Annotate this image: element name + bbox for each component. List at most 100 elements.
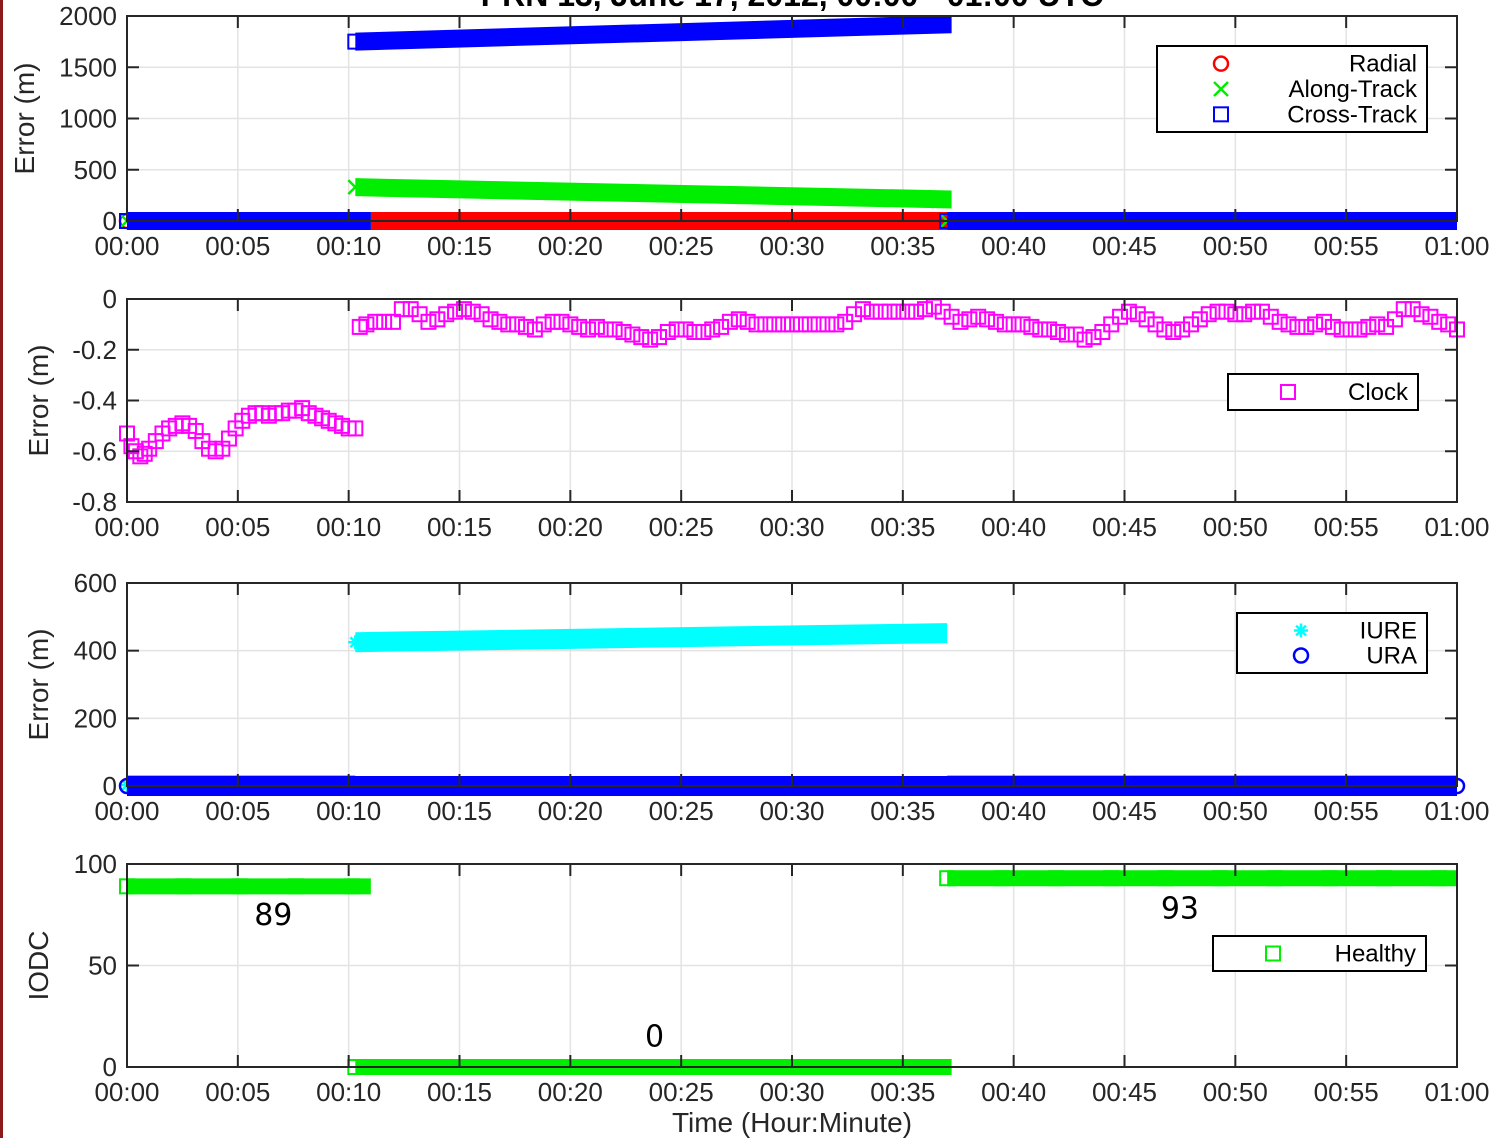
data-point xyxy=(784,316,800,333)
x-tick-label: 00:35 xyxy=(870,796,935,826)
data-annotation: 93 xyxy=(1161,892,1199,927)
x-tick-label: 00:00 xyxy=(94,1077,159,1107)
x-tick-label: 00:25 xyxy=(649,1077,714,1107)
data-point xyxy=(1085,329,1102,346)
data-point xyxy=(553,313,570,330)
data-point xyxy=(1157,870,1174,887)
x-tick-label: 00:10 xyxy=(316,796,381,826)
data-point xyxy=(1048,870,1065,887)
data-point xyxy=(1200,306,1217,323)
data-point xyxy=(580,321,597,338)
data-point xyxy=(682,23,699,40)
data-point xyxy=(588,318,605,335)
x-tick-label: 00:25 xyxy=(649,512,714,542)
data-point xyxy=(1266,870,1283,887)
x-tick-label: 00:35 xyxy=(870,231,935,261)
data-point xyxy=(979,311,996,328)
data-point xyxy=(1067,326,1084,343)
data-point xyxy=(615,323,632,340)
data-point xyxy=(970,308,987,325)
x-tick-label: 00:45 xyxy=(1092,796,1157,826)
y-axis-title: Error (m) xyxy=(9,63,40,175)
data-point xyxy=(846,306,863,323)
data-point xyxy=(1129,306,1146,323)
data-point xyxy=(1253,303,1270,320)
data-point xyxy=(376,313,393,330)
x-tick-label: 00:15 xyxy=(427,231,492,261)
data-annotation: 0 xyxy=(645,1020,664,1055)
data-point xyxy=(518,318,534,335)
legend-box xyxy=(1212,935,1427,972)
data-point xyxy=(695,323,712,340)
data-point xyxy=(514,632,529,647)
data-point xyxy=(681,630,696,645)
data-point xyxy=(1351,321,1368,338)
data-point xyxy=(730,311,747,328)
data-point xyxy=(1271,313,1288,330)
data-point xyxy=(403,180,420,197)
data-point xyxy=(906,190,923,207)
panels: 00:00 00:05 00:10 00:15 00:20 00:25 00:30 00:35… xyxy=(9,1,1490,1107)
data-point xyxy=(748,316,765,333)
data-point xyxy=(766,316,783,333)
data-point xyxy=(1245,303,1262,320)
data-point xyxy=(1431,313,1448,330)
x-tick-label: 00:20 xyxy=(538,1077,603,1107)
y-tick-label: 50 xyxy=(88,951,117,981)
panel-4: 00:00 00:05 00:10 00:15 00:20 00:25 00:30 00:35… xyxy=(23,849,1490,1107)
x-tick-label: 01:00 xyxy=(1424,512,1489,542)
data-point xyxy=(1165,323,1182,340)
y-axis-title: IODC xyxy=(23,931,54,1001)
legend-marker xyxy=(1213,81,1229,97)
x-tick-label: 00:05 xyxy=(205,231,270,261)
y-tick-label: 1500 xyxy=(59,52,117,82)
data-point xyxy=(906,17,923,34)
x-tick-label: 01:00 xyxy=(1424,796,1489,826)
data-point xyxy=(794,20,811,37)
x-tick-label: 00:20 xyxy=(538,512,603,542)
data-point xyxy=(459,181,476,198)
data-point xyxy=(1280,316,1297,333)
data-point xyxy=(736,629,751,644)
data-point xyxy=(1440,316,1457,333)
data-point xyxy=(571,318,588,335)
y-tick-label: 0 xyxy=(103,771,117,801)
data-point xyxy=(1360,318,1377,335)
data-point xyxy=(347,179,364,196)
data-point xyxy=(1395,301,1412,318)
data-point xyxy=(535,316,552,333)
data-point xyxy=(1183,316,1199,333)
data-point xyxy=(1307,316,1324,333)
data-point xyxy=(987,313,1004,330)
data-point xyxy=(819,316,836,333)
data-point xyxy=(438,306,455,323)
y-tick-label: 1000 xyxy=(59,104,117,134)
data-point xyxy=(775,316,792,333)
x-tick-label: 00:40 xyxy=(981,512,1046,542)
x-tick-label: 00:15 xyxy=(427,796,492,826)
data-point xyxy=(1342,321,1359,338)
series-band xyxy=(355,178,952,209)
data-point xyxy=(1413,306,1430,323)
x-tick-label: 00:50 xyxy=(1203,1077,1268,1107)
data-point xyxy=(863,303,880,320)
data-point xyxy=(1023,318,1040,335)
data-point xyxy=(136,445,153,462)
x-tick-label: 00:30 xyxy=(759,512,824,542)
x-tick-label: 00:50 xyxy=(1203,231,1268,261)
legend-label: Healthy xyxy=(1335,941,1416,968)
x-tick-label: 00:20 xyxy=(538,796,603,826)
data-point xyxy=(1218,303,1235,320)
legend-label: Along-Track xyxy=(1289,76,1418,103)
data-point xyxy=(500,316,517,333)
x-tick-label: 00:10 xyxy=(316,512,381,542)
data-point xyxy=(1289,318,1306,335)
x-tick-label: 00:00 xyxy=(94,231,159,261)
data-point xyxy=(491,313,508,330)
y-tick-label: 0 xyxy=(103,206,117,236)
x-tick-label: 00:30 xyxy=(759,231,824,261)
data-point xyxy=(358,316,375,333)
x-tick-label: 00:35 xyxy=(870,1077,935,1107)
data-point xyxy=(1430,870,1447,887)
data-point xyxy=(606,321,623,338)
